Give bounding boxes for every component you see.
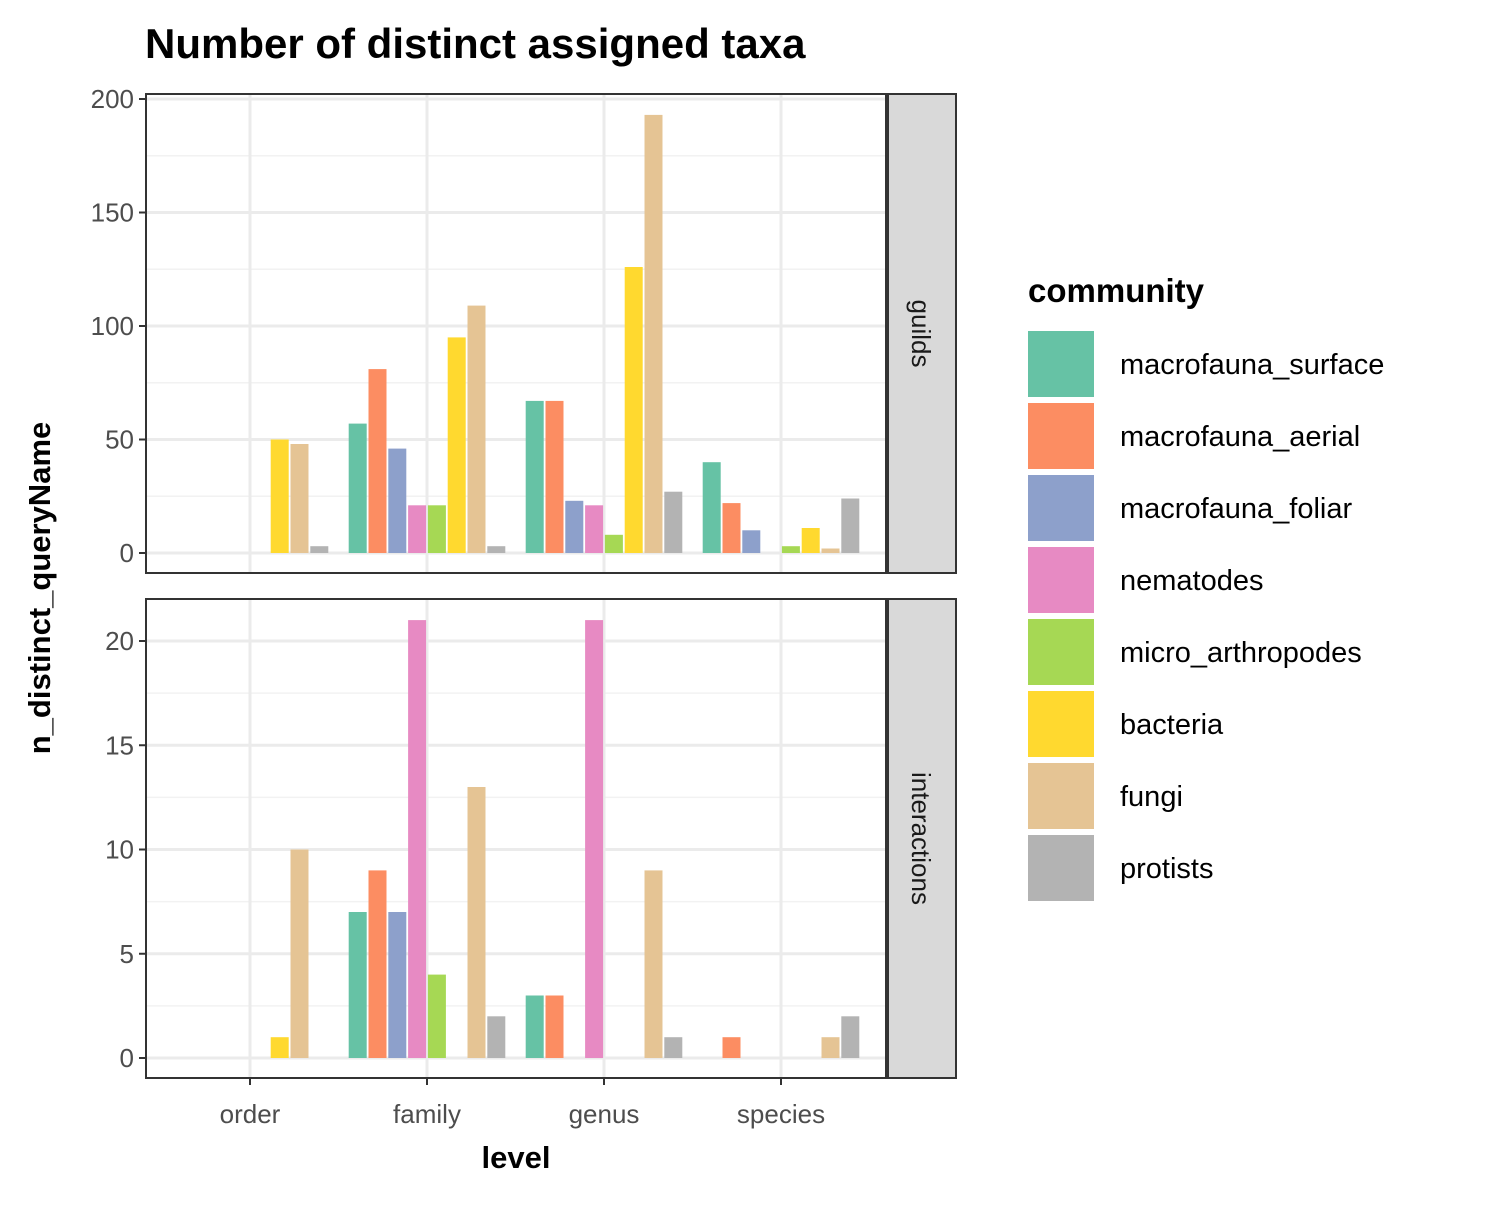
bar-macrofauna_foliar-family [388,912,407,1058]
bar-nematodes-genus [585,505,604,553]
bar-fungi-species [821,548,840,553]
y-tick-label: 50 [105,425,134,455]
bar-protists-genus [664,491,683,553]
bar-fungi-genus [644,114,663,554]
legend-label: macrofauna_surface [1120,349,1384,381]
panel-border [145,598,887,1079]
bar-macrofauna_foliar-family [388,448,407,553]
x-tick-label: species [737,1099,825,1129]
x-tick-label: genus [569,1099,640,1129]
legend-title: community [1028,272,1205,309]
bar-bacteria-genus [624,267,643,553]
y-axis-title: n_distinct_queryName [22,422,57,755]
legend-label: protists [1120,853,1213,885]
panel-background [146,599,886,1078]
bar-fungi-family [467,305,486,553]
bar-macrofauna_aerial-genus [545,995,564,1058]
panel-interactions: 0 5 10 15 20 interactions [105,598,957,1079]
bar-fungi-order [290,849,309,1058]
y-tick-label: 0 [120,538,134,568]
x-tick-label: family [393,1099,461,1129]
panel-guilds: 0 50 100 150 200 guilds [91,84,957,574]
bar-fungi-family [467,787,486,1058]
bar-macrofauna_surface-family [348,423,367,553]
bar-macrofauna_surface-family [348,912,367,1058]
bar-protists-family [487,1016,506,1058]
strip-label: guilds [906,300,936,368]
bar-macrofauna_aerial-family [368,870,387,1058]
bar-macrofauna_aerial-species [722,1037,741,1058]
bar-bacteria-family [447,337,466,553]
legend-key-macrofauna_aerial [1028,403,1094,469]
bar-bacteria-species [801,528,820,553]
bar-protists-species [841,498,860,553]
legend-key-nematodes [1028,547,1094,613]
legend-label: fungi [1120,781,1183,813]
bar-protists-species [841,1016,860,1058]
x-axis: order family genus species [220,1078,825,1129]
bar-nematodes-genus [585,620,604,1058]
bar-nematodes-family [408,505,427,553]
legend-label: bacteria [1120,709,1224,741]
bar-macrofauna_surface-genus [525,400,544,553]
bar-bacteria-order [270,439,289,553]
legend-key-macrofauna_surface [1028,331,1094,397]
strip-guilds [887,93,957,574]
panel-border [145,93,887,574]
y-tick-label: 15 [105,730,134,760]
bar-macrofauna_foliar-species [742,530,761,553]
bar-micro_arthropodes-genus [604,534,623,553]
y-tick-label: 0 [120,1043,134,1073]
legend-label: macrofauna_foliar [1120,493,1352,525]
strip-interactions [887,598,957,1079]
strip-label: interactions [906,772,936,905]
chart-title: Number of distinct assigned taxa [145,20,806,67]
y-tick-label: 5 [120,939,134,969]
bar-nematodes-family [408,620,427,1058]
y-tick-label: 200 [91,84,134,114]
bar-fungi-genus [644,870,663,1058]
y-tick-label: 150 [91,198,134,228]
x-axis-title: level [482,1140,551,1175]
legend-label: micro_arthropodes [1120,637,1362,669]
bar-micro_arthropodes-family [427,505,446,553]
legend-key-macrofauna_foliar [1028,475,1094,541]
x-tick-label: order [220,1099,281,1129]
bar-protists-order [310,546,329,553]
bar-macrofauna_aerial-genus [545,400,564,553]
y-tick-label: 20 [105,626,134,656]
bar-macrofauna_surface-genus [525,995,544,1058]
legend-key-micro_arthropodes [1028,619,1094,685]
legend-key-bacteria [1028,691,1094,757]
bar-bacteria-order [270,1037,289,1058]
bar-micro_arthropodes-family [427,974,446,1058]
bar-micro_arthropodes-species [781,546,800,553]
bar-macrofauna_aerial-family [368,369,387,553]
bar-fungi-order [290,444,309,553]
legend-key-protists [1028,835,1094,901]
bar-macrofauna_aerial-species [722,503,741,553]
bar-fungi-species [821,1037,840,1058]
bar-macrofauna_foliar-genus [565,500,584,553]
bar-macrofauna_surface-species [702,462,721,553]
legend: community macrofauna_surface macrofauna_a… [1028,272,1384,901]
y-tick-label: 10 [105,835,134,865]
panel-background [146,94,886,573]
bar-protists-family [487,546,506,553]
legend-key-fungi [1028,763,1094,829]
bar-protists-genus [664,1037,683,1058]
y-tick-label: 100 [91,311,134,341]
legend-label: nematodes [1120,565,1264,597]
legend-label: macrofauna_aerial [1120,421,1360,453]
